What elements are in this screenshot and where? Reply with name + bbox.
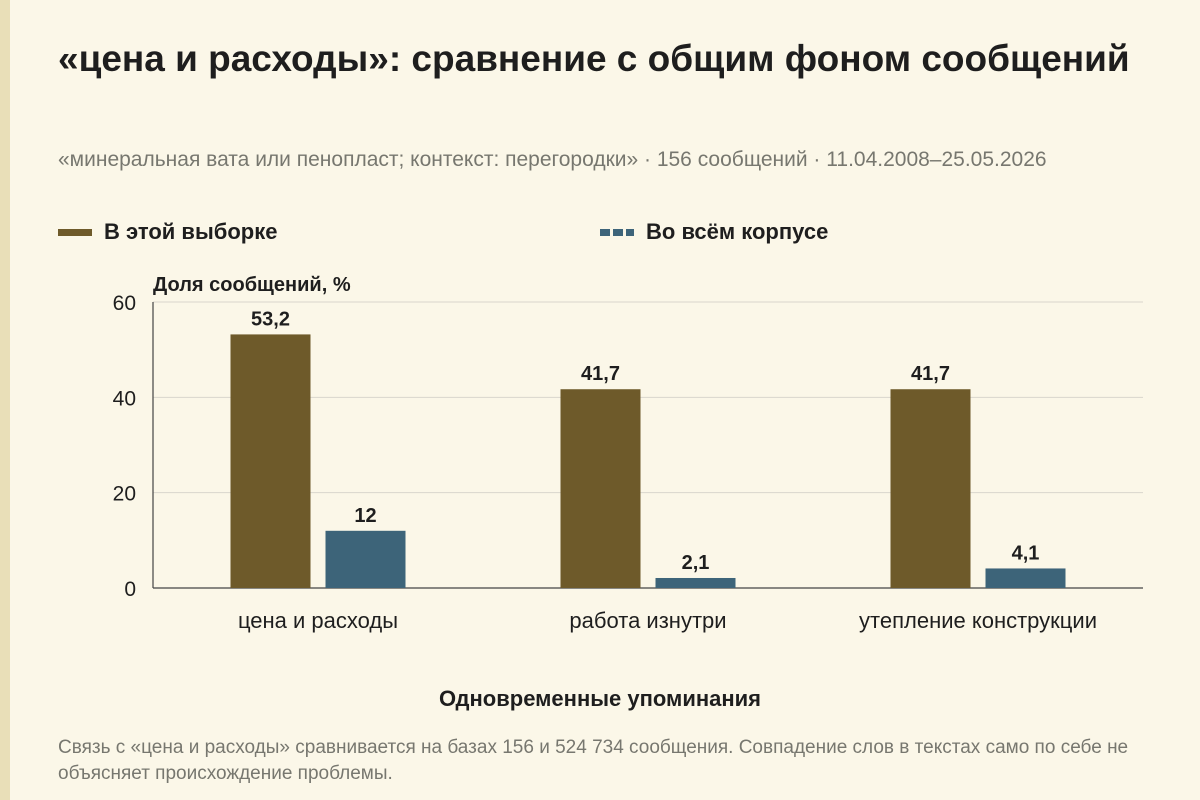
legend-item-corpus: Во всём корпусе [600,219,828,245]
data-label-sample-3: 41,7 [911,363,950,385]
y-tick-label: 20 [113,483,136,506]
chart-title: «цена и расходы»: сравнение с общим фоно… [58,38,1130,79]
bar-corpus-3 [985,568,1066,588]
legend-item-sample: В этой выборке [58,219,277,245]
bar-sample-3 [890,389,971,588]
data-label-corpus-1: 12 [354,505,376,527]
bar-chart: Доля сообщений, % 0 20 40 60 53,2 12 цена и рас… [113,274,1143,633]
x-tick-label: работа изнутри [569,608,726,633]
legend-label-sample: В этой выборке [104,219,278,244]
bar-sample-2 [560,389,641,588]
bar-sample-1 [230,334,311,588]
left-accent-stripe [0,0,10,800]
x-axis-title: Одновременные упоминания [438,686,762,711]
x-tick-label: утепление конструкции [859,608,1097,633]
legend-swatch-corpus [600,228,634,236]
y-tick-label: 60 [113,292,136,315]
y-axis-title: Доля сообщений, % [153,274,351,296]
data-label-sample-2: 41,7 [581,363,620,385]
data-label-sample-1: 53,2 [251,308,290,330]
bar-corpus-1 [325,530,406,588]
bar-corpus-2 [655,577,736,588]
y-tick-label: 40 [113,387,136,410]
y-tick-label: 0 [124,578,136,601]
data-label-corpus-3: 4,1 [1012,542,1040,564]
chart-subtitle: «минеральная вата или пенопласт; контекс… [58,148,1047,171]
data-label-corpus-2: 2,1 [682,552,710,574]
legend-swatch-sample [58,228,92,236]
legend-label-corpus: Во всём корпусе [646,219,829,244]
x-tick-label: цена и расходы [238,608,398,633]
footnote: Связь с «цена и расходы» сравнивается на… [58,737,1129,784]
